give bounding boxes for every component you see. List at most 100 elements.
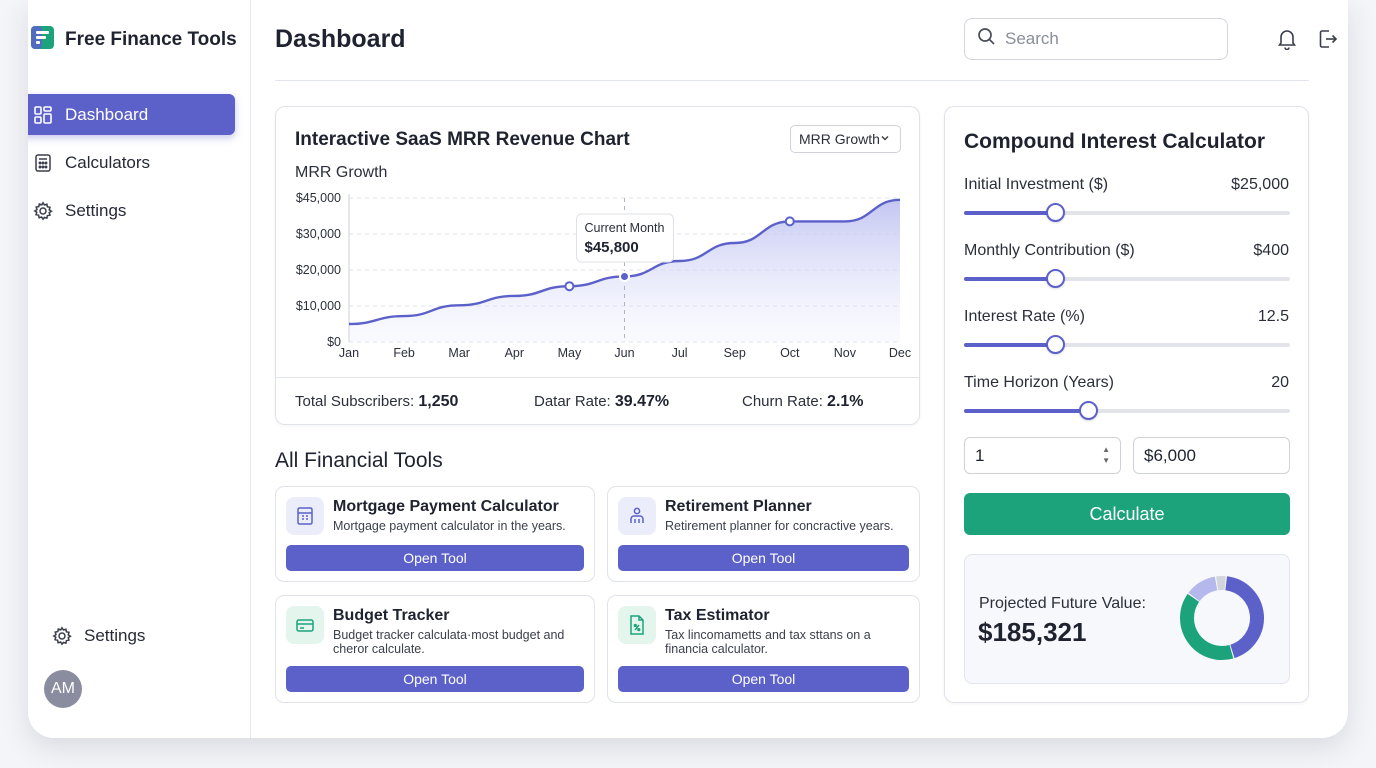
chart-subtitle: MRR Growth: [295, 164, 388, 181]
tool-card-mortgage[interactable]: Mortgage Payment Calculator Mortgage pay…: [275, 486, 595, 582]
interest-rate-slider[interactable]: [964, 335, 1290, 354]
slider-thumb[interactable]: [1046, 269, 1066, 288]
x-tick-label: Feb: [393, 346, 415, 360]
logo-icon: [31, 26, 54, 54]
initial-investment-slider[interactable]: [964, 203, 1290, 222]
tool-description: Mortgage payment calculator in the years…: [333, 519, 566, 533]
slider-fill: [964, 277, 1056, 281]
y-tick-label: $10,000: [296, 299, 341, 313]
x-tick-label: Sep: [724, 346, 746, 360]
sidebar-item-label: Calculators: [65, 152, 151, 172]
chart-metric-select[interactable]: MRR Growth: [790, 125, 901, 153]
header-divider: [275, 80, 1309, 81]
slider-fill: [964, 343, 1056, 347]
field-label: Interest Rate (%): [964, 308, 1085, 325]
field-label: Initial Investment ($): [964, 176, 1109, 193]
search-icon: [977, 27, 996, 51]
sidebar-item-calculators[interactable]: Calculators: [28, 142, 235, 183]
bell-icon[interactable]: [1277, 28, 1297, 50]
result-label: Projected Future Value:: [979, 595, 1146, 612]
data-point-oct[interactable]: [784, 216, 795, 227]
x-tick-label: Nov: [834, 346, 857, 360]
chart-tooltip: Current Month $45,800: [576, 213, 674, 263]
tool-card-budget[interactable]: Budget Tracker Budget tracker calculata·…: [275, 595, 595, 703]
search-box[interactable]: [964, 18, 1228, 60]
donut-segment-1: [1224, 576, 1264, 659]
dashboard-grid-icon: [33, 105, 53, 125]
slider-thumb[interactable]: [1046, 203, 1066, 222]
tool-card-retirement[interactable]: Retirement Planner Retirement planner fo…: [607, 486, 920, 582]
tool-card-tax[interactable]: Tax Estimator Tax lincomametts and tax s…: [607, 595, 920, 703]
x-tick-label: Jul: [672, 346, 688, 360]
open-tool-button[interactable]: Open Tool: [286, 545, 584, 571]
tooltip-label: Current Month: [585, 221, 665, 235]
sidebar-item-dashboard[interactable]: Dashboard: [28, 94, 235, 135]
stat-label: Churn Rate:: [742, 393, 823, 410]
tax-document-icon: [618, 606, 656, 644]
logout-icon[interactable]: [1317, 28, 1339, 50]
stat-label: Total Subscribers:: [295, 393, 415, 410]
series-area: [349, 199, 900, 342]
slider-thumb[interactable]: [1046, 335, 1066, 354]
chart-metric-select-value: MRR Growth: [799, 131, 880, 147]
projected-value-card: Projected Future Value: $185,321: [964, 554, 1290, 684]
field-value: 20: [1271, 374, 1289, 391]
x-tick-label: Mar: [448, 346, 470, 360]
slider-fill: [964, 409, 1088, 413]
stepper-arrows[interactable]: ▲ ▼: [1102, 444, 1110, 466]
tool-name: Mortgage Payment Calculator: [333, 498, 559, 515]
tool-name: Budget Tracker: [333, 607, 450, 624]
search-input[interactable]: [1005, 29, 1205, 49]
stat-value: 2.1%: [827, 393, 864, 410]
field-label: Time Horizon (Years): [964, 374, 1114, 391]
y-tick-label: $30,000: [296, 227, 341, 241]
app-window: Free Finance Tools Dashboard: [28, 0, 1348, 738]
mrr-area-chart[interactable]: $0 $10,000 $20,000 $30,000 $45,000 Jan Feb Mar…: [276, 177, 919, 377]
quantity-stepper[interactable]: 1 ▲ ▼: [964, 437, 1121, 474]
stat-value: 1,250: [418, 393, 459, 410]
field-label: Monthly Contribution ($): [964, 242, 1135, 259]
y-tick-label: $45,000: [296, 191, 341, 205]
calculate-button[interactable]: Calculate: [964, 493, 1290, 535]
slider-thumb[interactable]: [1078, 401, 1098, 420]
tools-section-title: All Financial Tools: [275, 449, 443, 472]
sidebar: Free Finance Tools Dashboard: [28, 0, 251, 738]
avatar[interactable]: AM: [44, 670, 82, 708]
x-tick-label: Apr: [505, 346, 524, 360]
field-value: $400: [1253, 242, 1289, 259]
sidebar-item-label: Dashboard: [65, 104, 149, 124]
x-tick-label: Dec: [889, 346, 911, 360]
mrr-chart-card: Interactive SaaS MRR Revenue Chart MRR G…: [275, 106, 920, 425]
sidebar-bottom-settings[interactable]: Settings: [52, 626, 145, 646]
sidebar-nav: Dashboard Calculators: [28, 94, 235, 238]
chevron-down-icon[interactable]: ▼: [1102, 456, 1110, 465]
brand[interactable]: Free Finance Tools: [31, 26, 237, 54]
slider-fill: [964, 211, 1056, 215]
open-tool-button[interactable]: Open Tool: [618, 666, 909, 692]
amount-value: $6,000: [1144, 445, 1196, 465]
tool-name: Tax Estimator: [665, 607, 770, 624]
page-title: Dashboard: [275, 25, 406, 53]
monthly-contribution-slider[interactable]: [964, 269, 1290, 288]
gear-icon: [52, 626, 72, 646]
gear-icon: [33, 200, 53, 221]
data-point-current[interactable]: [619, 270, 630, 282]
time-horizon-slider[interactable]: [964, 401, 1290, 420]
projection-donut-chart: [1180, 576, 1264, 660]
sidebar-item-label: Settings: [65, 200, 127, 220]
data-point-may[interactable]: [564, 281, 575, 292]
open-tool-button[interactable]: Open Tool: [618, 545, 909, 571]
donut-segment-3: [1188, 576, 1218, 602]
result-value: $185,321: [978, 617, 1087, 647]
sidebar-bottom-settings-label: Settings: [84, 626, 146, 645]
chevron-up-icon[interactable]: ▲: [1102, 445, 1110, 454]
sidebar-item-settings[interactable]: Settings: [28, 190, 235, 231]
field-value: 12.5: [1257, 308, 1289, 325]
building-icon: [286, 497, 324, 535]
stat-total-subscribers: Total Subscribers: 1,250: [295, 393, 458, 411]
wallet-icon: [286, 606, 324, 644]
main-content: Dashboard Interactive SaaS MRR Revenue C…: [251, 0, 1348, 738]
x-tick-label: May: [558, 346, 582, 360]
open-tool-button[interactable]: Open Tool: [286, 666, 584, 692]
amount-field[interactable]: $6,000: [1133, 437, 1290, 474]
